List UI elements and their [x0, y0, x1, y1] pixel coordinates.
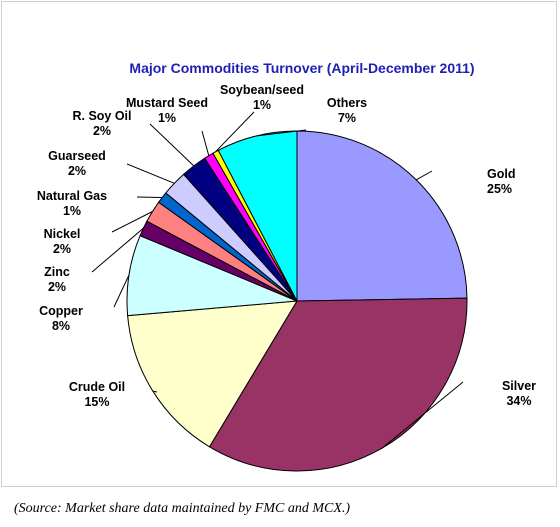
slice-label-r-soy-oil: R. Soy Oil	[72, 109, 131, 123]
slice-value-crude-oil: 15%	[84, 395, 109, 409]
slice-value-mustard-seed: 1%	[158, 111, 176, 125]
slice-value-natural-gas: 1%	[63, 204, 81, 218]
leader-line-r-soy-oil	[149, 123, 195, 167]
slice-label-gold: Gold	[487, 167, 515, 181]
slice-label-mustard-seed: Mustard Seed	[126, 96, 208, 110]
chart-area: Major Commodities Turnover (April-Decemb…	[1, 1, 557, 487]
leader-line-copper	[113, 274, 130, 308]
slice-label-crude-oil: Crude Oil	[69, 380, 125, 394]
leader-line-others	[256, 129, 307, 137]
slice-value-others: 7%	[338, 111, 356, 125]
leader-line-soybean-seed	[215, 111, 255, 153]
slice-label-zinc: Zinc	[44, 265, 70, 279]
leader-line-gold	[415, 170, 433, 181]
slice-label-copper: Copper	[39, 304, 83, 318]
leader-line-zinc	[91, 227, 144, 273]
slice-gold	[296, 130, 468, 302]
slice-label-others: Others	[327, 96, 367, 110]
slice-silver	[208, 297, 468, 472]
slice-value-copper: 8%	[52, 319, 70, 333]
slice-label-nickel: Nickel	[44, 227, 81, 241]
slice-value-zinc: 2%	[48, 280, 66, 294]
source-note: (Source: Market share data maintained by…	[14, 501, 351, 516]
slice-label-guarseed: Guarseed	[48, 149, 106, 163]
slice-value-guarseed: 2%	[68, 164, 86, 178]
slice-label-soybean-seed: Soybean/seed	[220, 83, 304, 97]
chart-title: Major Commodities Turnover (April-Decemb…	[129, 60, 475, 76]
slice-label-silver: Silver	[502, 379, 536, 393]
leader-line-natural-gas	[136, 196, 163, 198]
leader-line-nickel	[111, 211, 153, 233]
leader-line-guarseed	[126, 163, 175, 184]
slice-value-r-soy-oil: 2%	[93, 124, 111, 138]
slice-value-nickel: 2%	[53, 242, 71, 256]
slice-value-gold: 25%	[487, 182, 512, 196]
leader-line-silver	[381, 381, 464, 449]
slice-value-soybean-seed: 1%	[253, 98, 271, 112]
leader-line-mustard-seed	[201, 130, 210, 156]
leader-line-crude-oil	[152, 390, 158, 393]
slice-value-silver: 34%	[506, 394, 531, 408]
slice-label-natural-gas: Natural Gas	[37, 189, 107, 203]
